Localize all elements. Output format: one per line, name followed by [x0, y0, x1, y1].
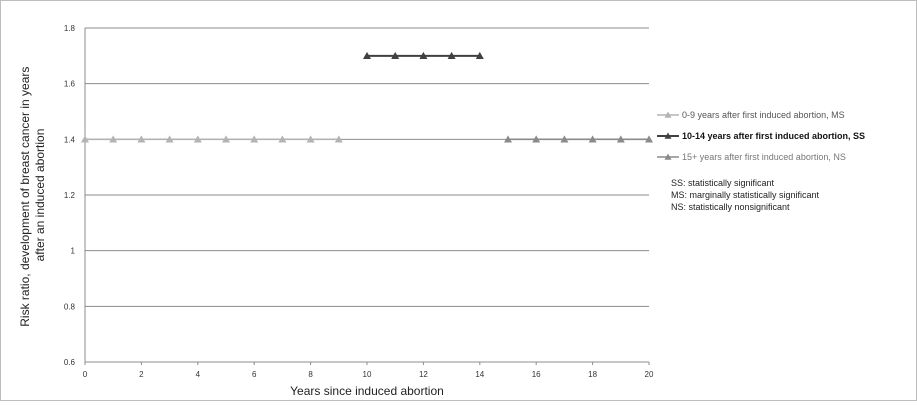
- x-tick-label: 2: [139, 370, 144, 379]
- data-point: [334, 135, 343, 143]
- x-tick-label: 18: [588, 370, 597, 379]
- x-tick-label: 4: [196, 370, 201, 379]
- data-point: [560, 135, 569, 143]
- legend-swatch-marker: [664, 153, 672, 160]
- y-tick-label: 0.6: [64, 358, 76, 367]
- data-point: [193, 135, 202, 143]
- x-axis-title: Years since induced abortion: [290, 384, 444, 398]
- data-point: [419, 51, 428, 60]
- y-axis-title-line-2: after an induced abortion: [33, 129, 47, 262]
- legend-label: 0-9 years after first induced abortion, …: [682, 110, 845, 120]
- y-tick-label: 1: [71, 247, 76, 256]
- x-tick-label: 14: [475, 370, 484, 379]
- legend: 0-9 years after first induced abortion, …: [657, 110, 865, 162]
- x-tick-label: 6: [252, 370, 257, 379]
- y-tick-label: 1.6: [64, 80, 76, 89]
- data-point: [447, 51, 456, 60]
- note-line: MS: marginally statistically significant: [671, 190, 820, 200]
- series-layer: [81, 51, 653, 143]
- x-tick-label: 16: [532, 370, 541, 379]
- data-point: [645, 135, 653, 143]
- legend-label: 15+ years after first induced abortion, …: [682, 152, 846, 162]
- data-point: [588, 135, 597, 143]
- data-point: [222, 135, 230, 143]
- note-line: SS: statistically significant: [671, 178, 775, 188]
- legend-swatch-marker: [664, 111, 672, 118]
- x-tick-label: 8: [308, 370, 313, 379]
- y-tick-label: 1.4: [64, 135, 76, 144]
- x-tick-label: 0: [83, 370, 88, 379]
- x-tick-label: 12: [419, 370, 428, 379]
- x-tick-label: 10: [363, 370, 372, 379]
- data-point: [306, 135, 315, 143]
- data-point: [250, 135, 259, 143]
- x-tick-labels: 0 2 4 6 8 10 12 14 16 18 20: [83, 362, 654, 379]
- significance-notes: SS: statistically significant MS: margina…: [671, 178, 820, 212]
- legend-label: 10-14 years after first induced abortion…: [682, 131, 865, 141]
- data-point: [137, 135, 146, 143]
- data-point: [109, 135, 118, 143]
- data-point: [391, 51, 400, 60]
- x-tick-label: 20: [645, 370, 654, 379]
- y-tick-label: 0.8: [64, 302, 76, 311]
- data-point: [504, 135, 512, 143]
- data-point: [475, 51, 484, 60]
- y-tick-label: 1.2: [64, 191, 76, 200]
- note-line: NS: statistically nonsignificant: [671, 202, 790, 212]
- y-axis-title-line-1: Risk ratio, development of breast cancer…: [18, 67, 32, 327]
- data-point: [165, 135, 174, 143]
- gridlines: [85, 27, 649, 307]
- y-axis-title: Risk ratio, development of breast cancer…: [18, 63, 47, 326]
- data-point: [81, 135, 89, 143]
- data-point: [278, 135, 287, 143]
- y-tick-labels: 0.6 0.8 1 1.2 1.4 1.6 1.8: [64, 24, 76, 367]
- data-point: [363, 51, 371, 60]
- legend-swatch-marker: [664, 132, 672, 139]
- data-point: [616, 135, 625, 143]
- data-point: [532, 135, 541, 143]
- y-tick-label: 1.8: [64, 24, 76, 33]
